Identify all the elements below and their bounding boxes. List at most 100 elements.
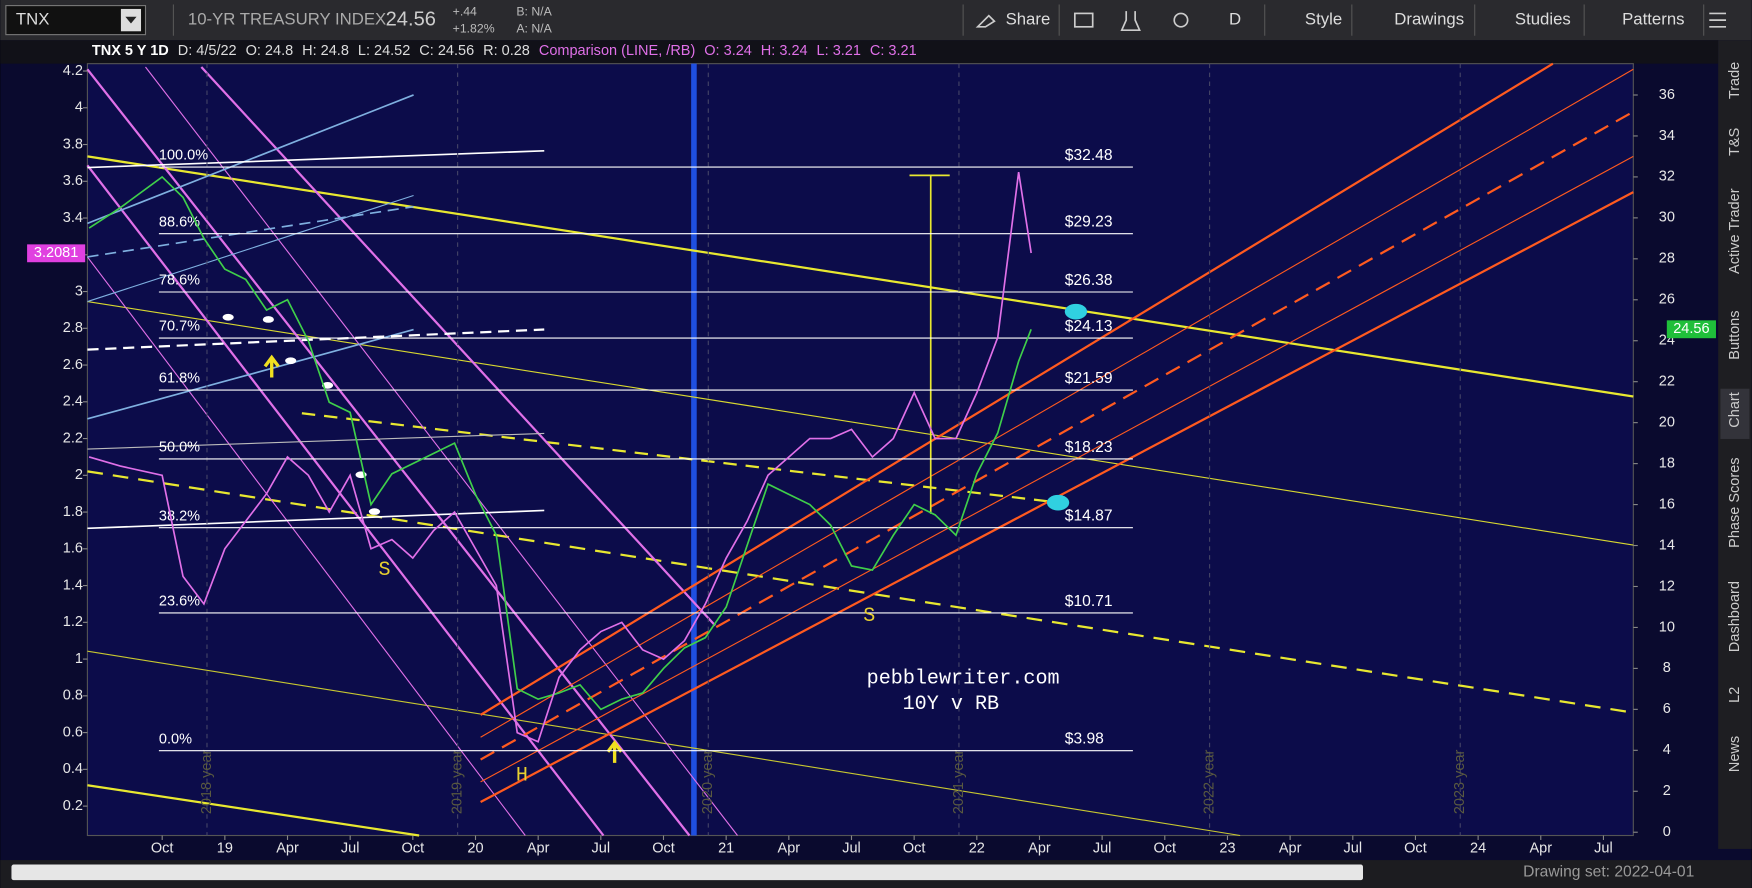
y2-tick-label: 8 [1663, 660, 1671, 676]
bid: B: N/A [516, 5, 552, 19]
x-tick-label: Jul [1093, 841, 1112, 857]
y2-tick-label: 18 [1659, 455, 1675, 471]
y-tick-label: 3 [75, 283, 83, 299]
y2-tick-label: 2 [1663, 783, 1671, 799]
side-tab[interactable]: Phase Scores [1727, 457, 1743, 547]
x-tick-label: Apr [1028, 841, 1051, 857]
x-tick-label: Oct [1154, 841, 1177, 857]
y2-tick-label: 16 [1659, 496, 1675, 512]
side-tab[interactable]: Buttons [1727, 310, 1743, 359]
drawing-set[interactable]: Drawing set: 2022-04-01 [1523, 863, 1694, 880]
side-tab[interactable]: Active Trader [1727, 188, 1743, 274]
side-tab[interactable]: L2 [1727, 687, 1743, 703]
x-tick-label: Oct [1404, 841, 1427, 857]
series-line [88, 171, 1032, 743]
side-tab[interactable]: News [1727, 736, 1743, 772]
info-field: R: 0.28 [483, 43, 530, 59]
annotation: S [863, 605, 875, 628]
dropdown-arrow [125, 16, 137, 24]
year-label: 2019 year [449, 749, 465, 814]
toolbar-separators [172, 4, 1705, 36]
y-tick-label: 2.2 [63, 430, 83, 446]
info-field: O: 24.8 [246, 43, 294, 59]
x-tick-label: Jul [592, 841, 611, 857]
annotation: H [516, 764, 528, 787]
x-tick-label: Apr [778, 841, 801, 857]
y2-tick-label: 6 [1663, 701, 1671, 717]
button[interactable]: Style [1305, 10, 1342, 29]
watermark: pebblewriter.com [867, 667, 1060, 690]
y-tick-label: 2.6 [63, 357, 83, 373]
x-tick-label: Oct [652, 841, 675, 857]
side-tab[interactable]: Chart [1727, 392, 1743, 428]
retracement-price: $14.87 [1065, 508, 1113, 525]
year-label: 2022 year [1201, 749, 1217, 814]
retracement-percent: 78.6% [159, 273, 200, 289]
y2-tick-label: 26 [1659, 292, 1675, 308]
y-tick-label: 0.4 [63, 761, 83, 777]
y2-tick-label: 34 [1659, 128, 1675, 144]
info-field: L: 24.52 [358, 43, 410, 59]
y-tick-label: 0.8 [63, 688, 83, 704]
annotation: S [378, 559, 390, 582]
button[interactable]: Studies [1515, 10, 1571, 29]
y-tick-label: 1.2 [63, 614, 83, 630]
y2-tick-label: 0 [1663, 824, 1671, 840]
y2-tick-label: 12 [1659, 578, 1675, 594]
x-tick-label: 22 [969, 841, 985, 857]
button[interactable]: Drawings [1394, 10, 1464, 29]
button[interactable]: D [1229, 10, 1241, 29]
button[interactable]: Share [1006, 10, 1051, 29]
x-tick-label: Jul [1594, 841, 1613, 857]
y-tick-label: 1 [75, 651, 83, 667]
y-tick-label: 3.6 [63, 173, 83, 189]
x-tick-label: Oct [903, 841, 926, 857]
info-field: C: 3.21 [870, 43, 917, 59]
symbol[interactable]: TNX [16, 10, 50, 29]
y2-tick-label: 30 [1659, 210, 1675, 226]
last-tag-left [27, 244, 86, 263]
y-tick-label: 4.2 [63, 63, 83, 79]
side-tab[interactable]: Trade [1727, 62, 1743, 99]
y-tick-label: 0.6 [63, 724, 83, 740]
year-label: 2018 year [199, 749, 215, 814]
info-field: Comparison (LINE, /RB) [539, 43, 696, 59]
button[interactable]: Patterns [1622, 10, 1684, 29]
retracement-price: $3.98 [1065, 731, 1104, 748]
y-tick-label: 1.6 [63, 541, 83, 557]
y-tick-label: 3.4 [63, 210, 83, 226]
retracement-percent: 23.6% [159, 594, 200, 610]
retracement-percent: 50.0% [159, 440, 200, 456]
y-tick-label: 0.2 [63, 798, 83, 814]
x-tick-label: 20 [467, 841, 483, 857]
y2-tick-label: 22 [1659, 374, 1675, 390]
x-tick-label: 23 [1219, 841, 1235, 857]
change-pct: +1.82% [453, 21, 495, 35]
last-tag-left-label: 3.2081 [34, 245, 78, 261]
x-tick-label: Oct [151, 841, 174, 857]
retracement-percent: 61.8% [159, 371, 200, 387]
x-tick-label: Jul [842, 841, 861, 857]
x-tick-label: Apr [1529, 841, 1552, 857]
year-label: 2020 year [700, 749, 716, 814]
y2-tick-label: 28 [1659, 251, 1675, 267]
side-tab[interactable]: T&S [1727, 127, 1743, 156]
y2-tick-label: 20 [1659, 414, 1675, 430]
x-tick-label: Apr [276, 841, 299, 857]
y-tick-label: 2.4 [63, 394, 83, 410]
side-tab[interactable]: Dashboard [1727, 581, 1743, 652]
retracement-price: $18.23 [1065, 439, 1113, 456]
y2-tick-label: 4 [1663, 742, 1671, 758]
plot-area [86, 63, 1634, 837]
scrollbar[interactable] [11, 864, 1364, 881]
last-tag-right [1666, 320, 1716, 339]
retracement-price: $24.13 [1065, 318, 1113, 335]
x-tick-label: Oct [402, 841, 425, 857]
last-price: 24.56 [386, 8, 436, 30]
series-line [88, 175, 1032, 711]
retracement-percent: 0.0% [159, 731, 192, 747]
info-field: D: 4/5/22 [178, 43, 237, 59]
info-field: H: 24.8 [302, 43, 349, 59]
x-tick-label: Apr [1279, 841, 1302, 857]
